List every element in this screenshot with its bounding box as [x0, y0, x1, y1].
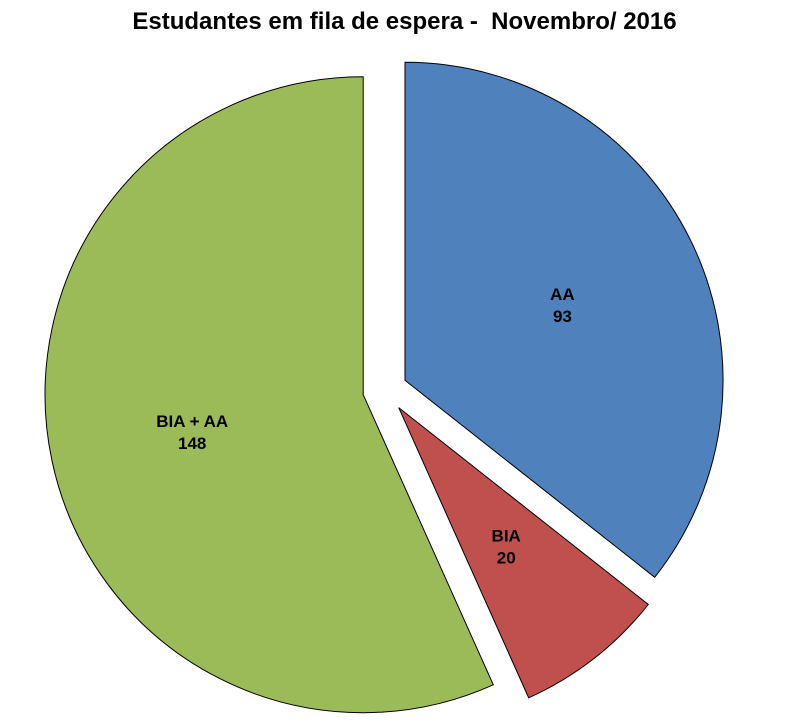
pie-slice-bia [398, 407, 650, 699]
slice-label-aa: AA 93 [550, 285, 575, 326]
slice-label-bia-aa: BIA + AA 148 [156, 412, 228, 453]
pie-slice-bia-aa [44, 76, 494, 714]
pie-slice-aa [404, 61, 724, 579]
chart-title: Estudantes em fila de espera - Novembro/… [132, 8, 677, 35]
slice-label-bia: BIA 20 [492, 527, 521, 568]
